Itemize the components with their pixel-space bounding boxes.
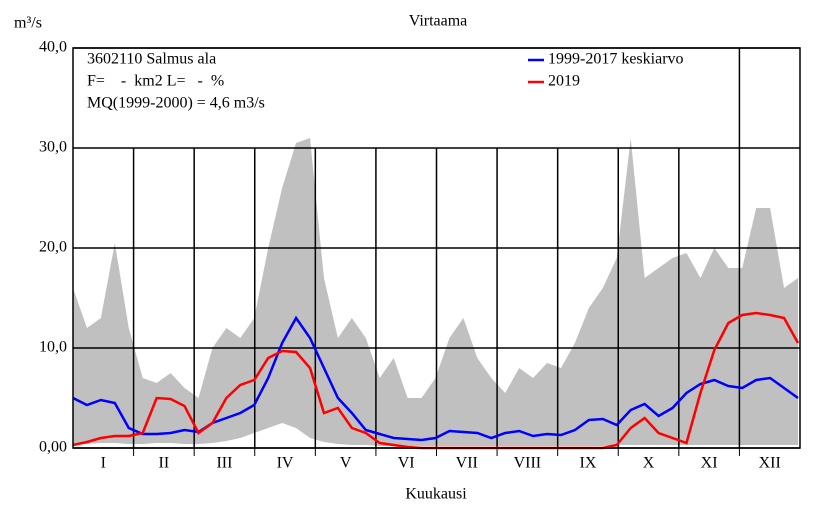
x-tick-label: V — [340, 455, 352, 472]
y-tick-label: 30,0 — [39, 139, 67, 156]
series-line — [72, 315, 799, 442]
annotation: MQ(1999-2000) = 4,6 m3/s — [87, 95, 265, 112]
x-tick-label: IV — [277, 455, 294, 472]
annotation: 3602110 Salmus ala — [87, 51, 216, 68]
x-tick-label: VII — [456, 455, 478, 472]
y-tick-label: 40,0 — [39, 39, 67, 56]
legend-label: 1999-2017 keskiarvo — [548, 51, 684, 68]
y-tick-label: 20,0 — [39, 239, 67, 256]
x-tick-label: X — [643, 455, 655, 472]
x-axis-label: Kuukausi — [405, 486, 467, 503]
x-tick-label: VI — [398, 455, 415, 472]
legend-label: 2019 — [548, 73, 580, 90]
x-tick-label: III — [216, 455, 232, 472]
x-tick-label: IX — [580, 455, 597, 472]
plot-frame — [72, 47, 801, 449]
y-tick-label: 10,0 — [39, 339, 67, 356]
chart-title: Virtaama — [409, 13, 468, 30]
annotation: F= - km2 L= - % — [87, 73, 224, 90]
x-tick-label: XI — [701, 455, 718, 472]
x-tick-label: I — [101, 455, 106, 472]
range-area — [73, 138, 799, 446]
x-tick-label: VIII — [514, 455, 542, 472]
x-tick-label: II — [159, 455, 170, 472]
y-axis-label: m³/s — [14, 15, 42, 32]
y-tick-label: 0,00 — [39, 439, 67, 456]
x-tick-label: XII — [759, 455, 781, 472]
